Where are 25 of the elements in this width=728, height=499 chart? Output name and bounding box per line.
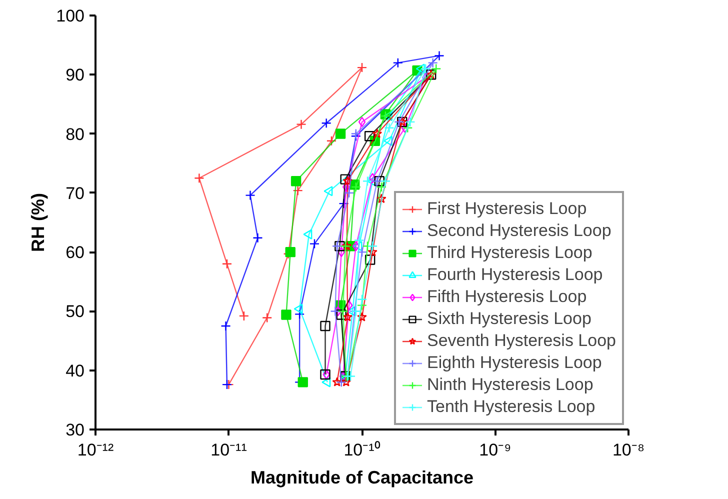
x-tick-label: 10⁻¹² [77, 440, 114, 460]
y-tick-label: 60 [66, 243, 85, 262]
legend-label: Fifth Hysteresis Loop [427, 287, 587, 307]
legend-label: Fourth Hysteresis Loop [427, 265, 603, 285]
legend-label: First Hysteresis Loop [427, 199, 587, 219]
y-tick-label: 80 [66, 124, 85, 144]
legend-label: Tenth Hysteresis Loop [427, 397, 596, 417]
x-tick-label: 10⁻⁹ [479, 440, 512, 460]
legend-label: Sixth Hysteresis Loop [427, 309, 592, 329]
y-tick-label: 100 [56, 6, 85, 26]
y-tick-label: 90 [66, 66, 85, 85]
y-tick-label: 50 [66, 302, 85, 322]
x-tick-label: 10⁻⁸ [612, 440, 645, 460]
legend-label: Second Hysteresis Loop [427, 221, 612, 241]
x-tick-label: 10⁻¹⁰ [344, 440, 380, 460]
y-tick-label: 70 [66, 184, 85, 203]
legend-label: Third Hysteresis Loop [427, 243, 592, 263]
legend-label: Ninth Hysteresis Loop [427, 375, 594, 395]
x-axis-title: Magnitude of Capacitance [250, 468, 474, 488]
y-tick-label: 30 [66, 420, 85, 440]
y-tick-label: 40 [66, 361, 85, 380]
legend-label: Eighth Hysteresis Loop [427, 353, 602, 373]
x-tick-label: 10⁻¹¹ [210, 440, 248, 460]
legend-label: Seventh Hysteresis Loop [427, 331, 616, 351]
y-axis-title: RH (%) [28, 192, 48, 252]
